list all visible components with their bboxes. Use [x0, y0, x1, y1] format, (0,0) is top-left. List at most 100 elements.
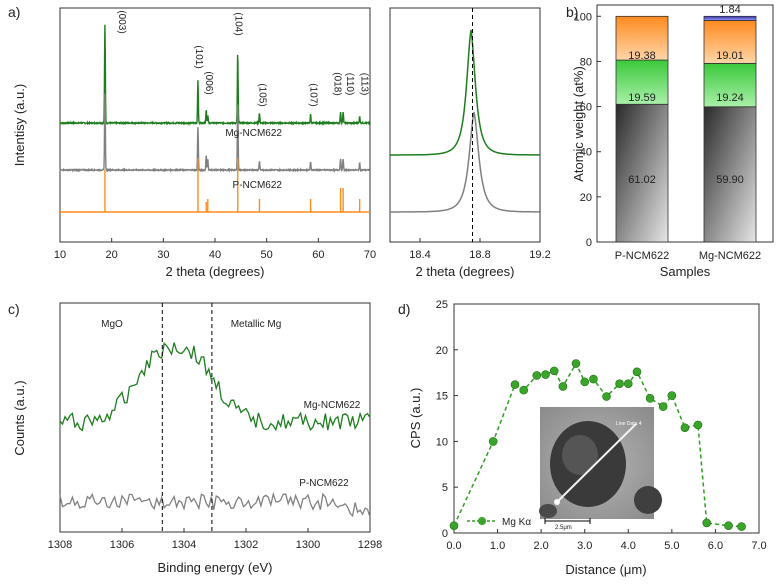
- x-tick-label: 1.0: [490, 540, 505, 552]
- x-tick-label: 6.0: [708, 540, 723, 552]
- zoom-series-line: [390, 111, 540, 213]
- line-scan-path: [556, 423, 637, 503]
- series-line-p-ncm622: [59, 93, 371, 173]
- peak-label: (101): [193, 45, 204, 68]
- y-tick-label: 20: [436, 345, 448, 357]
- x-tick-label: 50: [261, 249, 273, 261]
- mg-ka-point: [702, 518, 712, 528]
- panel-d: d) 0.0 1.0 2.0 3.0 4.0 5.0 6.0 7.0 0 5 10 15 20 25 Li…: [398, 299, 767, 577]
- panel-d-series: [449, 359, 746, 531]
- mg-ka-point: [693, 420, 703, 430]
- mg-ka-point: [488, 437, 498, 446]
- panel-c-frame: [59, 302, 371, 533]
- panel-a-zoom: 18.4 18.8 19.2 2 theta (degrees): [389, 7, 551, 279]
- y-tick-label: 5: [442, 482, 448, 494]
- x-tick-label: 1306: [110, 539, 134, 551]
- panel-c-x-label: Binding energy (eV): [158, 560, 273, 575]
- bar-value-label: 19.24: [716, 92, 744, 104]
- panel-c-label: c): [8, 301, 20, 317]
- y-tick-label: 0: [442, 528, 448, 540]
- mg-ka-point: [571, 359, 581, 368]
- series-line-mg-ncm622: [59, 24, 371, 126]
- x-tick-label: 1298: [358, 539, 382, 551]
- panel-d-y-label: CPS (a.u.): [408, 388, 423, 449]
- peak-label: (105): [256, 83, 267, 106]
- panel-d-ticks: 0.0 1.0 2.0 3.0 4.0 5.0 6.0 7.0 0 5 10 15 20 25: [436, 299, 767, 552]
- x-tick-label: 5.0: [664, 540, 679, 552]
- panel-b-label: b): [566, 4, 578, 20]
- y-tick-label: 60: [580, 102, 592, 114]
- panel-a-zoom-x-ticks: 18.4 18.8 19.2: [409, 238, 551, 261]
- y-tick-label: 25: [436, 299, 448, 311]
- panel-d-frame: [453, 303, 760, 534]
- xps-line-p-ncm622: [59, 491, 371, 518]
- panel-a-frame: [59, 7, 371, 243]
- x-tick-label: 10: [54, 249, 66, 261]
- peak-label: (006): [203, 71, 214, 94]
- annotation-mgo: MgO: [101, 319, 123, 330]
- bar-value-label: 61.02: [628, 174, 656, 186]
- sem-particle-highlight: [562, 435, 598, 475]
- mg-ka-point: [602, 392, 611, 401]
- mg-ka-point: [667, 391, 677, 400]
- bar-value-label: 1.84: [719, 4, 740, 16]
- xps-line-mg-ncm622: [59, 342, 371, 432]
- x-tick-label: 4.0: [621, 540, 636, 552]
- series-label-mg-ncm622: Mg-NCM622: [225, 128, 282, 139]
- panel-a-zoom-x-label: 2 theta (degrees): [415, 264, 514, 279]
- x-tick-label: 40: [209, 249, 221, 261]
- bar-value-label: 59.90: [716, 174, 744, 186]
- panel-d-x-label: Distance (μm): [565, 562, 646, 577]
- peak-label: (018): [332, 72, 343, 95]
- panel-a-series: [59, 24, 371, 213]
- line-scan-start: [554, 499, 560, 505]
- inset-line-label: Line Data 4: [616, 421, 642, 427]
- peak-label: (003): [116, 10, 127, 33]
- panel-b-x-label: Samples: [660, 264, 711, 279]
- annotation-metallic-mg: Metallic Mg: [231, 319, 282, 330]
- panel-c-series: [59, 303, 371, 532]
- y-tick-label: 20: [580, 192, 592, 204]
- y-tick-label: 10: [436, 436, 448, 448]
- peak-label: (104): [233, 12, 244, 35]
- mg-ka-point: [623, 379, 633, 388]
- series-label-p-ncm622-xps: P-NCM622: [299, 478, 349, 489]
- bar-segment: [703, 15, 757, 21]
- bar-value-label: 19.01: [716, 50, 744, 62]
- sem-particle-corner: [539, 504, 557, 518]
- panel-a-zoom-frame: [389, 7, 541, 243]
- bar-value-label: 19.38: [628, 50, 656, 62]
- legend-marker: [478, 517, 486, 525]
- x-tick-label: 18.8: [469, 249, 490, 261]
- x-tick-label: 1304: [172, 539, 196, 551]
- bar-segment: [703, 106, 757, 243]
- x-tick-label: 1300: [296, 539, 320, 551]
- mg-ka-point: [532, 371, 542, 380]
- mg-ka-point: [680, 423, 690, 432]
- x-tick-label: 19.2: [529, 249, 550, 261]
- peak-label: (113): [359, 73, 370, 96]
- y-tick-label: 100: [574, 11, 592, 23]
- mg-ka-point: [645, 394, 655, 403]
- x-tick-label: 3.0: [577, 540, 592, 552]
- x-tick-label: 60: [312, 249, 324, 261]
- sem-inset: Line Data 4 2.5μm: [539, 407, 662, 531]
- mg-ka-point: [632, 367, 642, 377]
- panel-a: a) 10 20 30 40 50 60 70 (003) (101) (006) (104) (1…: [8, 4, 376, 279]
- panel-c-x-ticks: 1308 1306 1304 1302 1300 1298: [48, 528, 382, 551]
- zoom-series-line: [390, 29, 540, 156]
- x-tick-label: 18.4: [409, 249, 430, 261]
- scale-bar-label: 2.5μm: [555, 525, 572, 531]
- mg-ka-point: [580, 377, 590, 387]
- x-tick-label: 2.0: [533, 540, 548, 552]
- peak-label: (110): [344, 73, 355, 96]
- series-label-mg-ncm622-xps: Mg-NCM622: [304, 400, 361, 411]
- panel-b-y-ticks: 0 20 40 60 80 100: [574, 11, 601, 249]
- panel-a-peak-labels: (003) (101) (006) (104) (105) (107) (018) (110)…: [116, 10, 370, 106]
- panel-a-x-ticks: 10 20 30 40 50 60 70: [54, 238, 376, 261]
- sem-particle-secondary: [634, 486, 662, 514]
- x-tick-label: 30: [157, 249, 169, 261]
- panel-a-label: a): [8, 4, 20, 20]
- panel-c: c) 1308 1306 1304 1302 1300 1298 MgO Metallic…: [8, 301, 382, 575]
